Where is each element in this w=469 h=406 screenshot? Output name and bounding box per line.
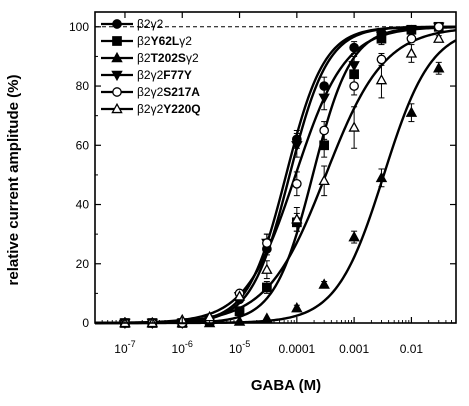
y-tick-label: 80 [76, 79, 90, 93]
x-axis-title: GABA (M) [251, 377, 321, 394]
data-point-1 [234, 306, 245, 317]
data-point-5 [261, 263, 273, 274]
legend-marker-5 [111, 102, 123, 114]
axes-layer [94, 11, 457, 324]
data-point-0 [319, 81, 330, 91]
legend-marker-4 [112, 87, 122, 97]
data-point-3 [375, 31, 388, 42]
legend-label-0: β2γ2 [137, 17, 164, 31]
legend-marker-3 [111, 70, 123, 82]
ticks-layer: 0 20 40 60 80 100 10-7 10-6 10-5 0.0001 0.001 0.01 [69, 12, 456, 356]
legend-label-1: β2Y62Lγ2 [137, 34, 192, 48]
data-point-3 [348, 61, 360, 72]
data-point-2 [348, 230, 360, 242]
data-point-2 [291, 302, 303, 313]
data-point-3 [291, 141, 303, 152]
data-point-5 [348, 121, 360, 132]
data-point-2 [405, 106, 418, 117]
y-tick-label: 20 [76, 257, 90, 271]
data-point-4 [433, 21, 444, 32]
data-point-4 [406, 33, 417, 44]
data-point-4 [291, 178, 302, 189]
data-point-5 [291, 213, 303, 224]
legend-label-5: β2γ2Y220Q [137, 102, 201, 116]
data-point-5 [233, 290, 246, 301]
fit-curve-2 [95, 39, 457, 325]
x-tick-label: 10-6 [172, 339, 193, 356]
legend-label-3: β2γ2F77Y [137, 68, 192, 82]
legend-marker-0 [112, 19, 122, 29]
y-tick-label: 0 [82, 316, 89, 330]
data-point-1 [319, 140, 330, 151]
x-tick-label: 10-7 [114, 339, 135, 356]
data-point-3 [405, 25, 418, 36]
legend-label-2: β2T202Sγ2 [137, 51, 199, 65]
y-tick-label: 40 [76, 198, 90, 212]
data-point-1 [262, 282, 272, 293]
data-point-4 [319, 125, 330, 136]
x-tick-label: 0.0001 [278, 342, 315, 356]
x-tick-label: 0.01 [400, 342, 424, 356]
data-point-5 [375, 73, 388, 85]
data-point-0 [349, 42, 359, 53]
x-tick-label: 10-5 [229, 339, 250, 356]
data-point-5 [405, 47, 418, 58]
legend-marker-1 [112, 36, 122, 46]
data-point-4 [376, 54, 387, 65]
legend: β2γ2 β2Y62Lγ2 β2T202Sγ2 β2γ2F77Y β2γ2S217A β2… [101, 17, 201, 116]
y-tick-label: 100 [69, 20, 89, 34]
data-point-2 [433, 62, 445, 73]
data-points-layer [119, 21, 445, 330]
y-axis-title: relative current amplitude (%) [5, 75, 22, 286]
data-point-2 [318, 278, 330, 289]
data-point-5 [433, 32, 445, 43]
legend-marker-2 [111, 51, 123, 63]
legend-label-4: β2γ2S217A [137, 85, 200, 99]
plot-frame [94, 11, 457, 324]
data-point-2 [375, 171, 388, 183]
data-point-5 [318, 174, 330, 186]
y-tick-label: 60 [76, 138, 90, 152]
data-point-3 [318, 93, 330, 105]
data-point-4 [349, 81, 359, 91]
data-point-4 [262, 238, 272, 248]
x-tick-label: 0.001 [339, 342, 369, 356]
